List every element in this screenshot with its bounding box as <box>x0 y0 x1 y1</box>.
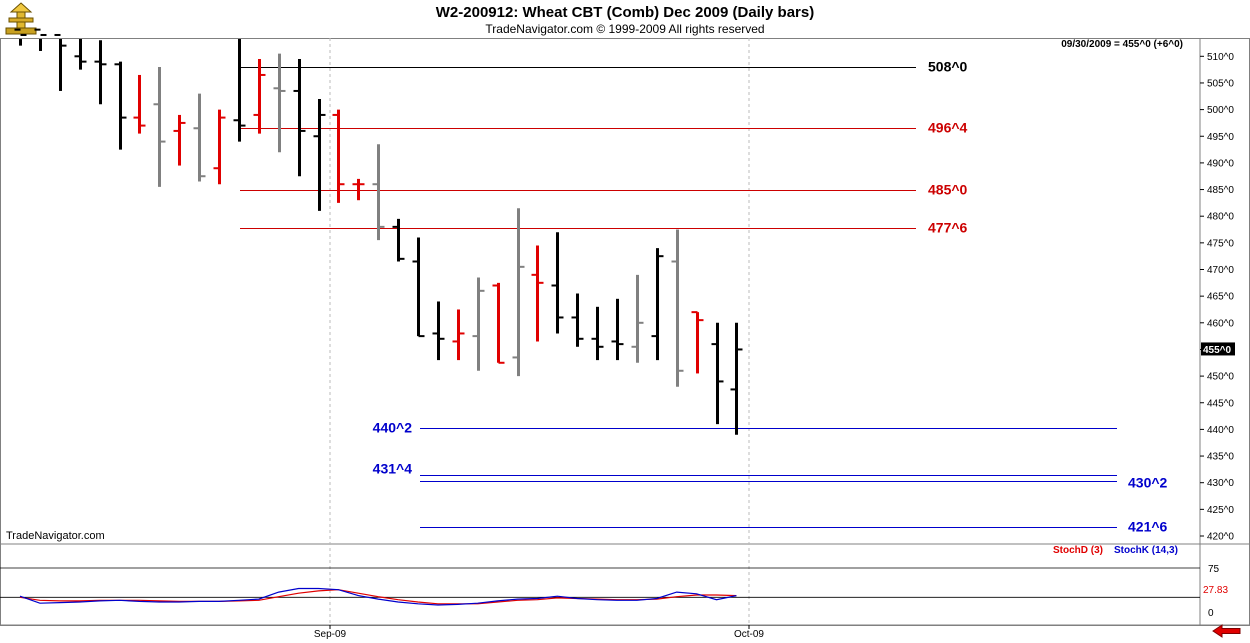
ohlc-bar <box>54 33 67 91</box>
ohlc-bar <box>352 178 365 201</box>
price-tick-label: 490^0 <box>1207 158 1234 169</box>
ohlc-bar <box>233 39 246 142</box>
ohlc-bar <box>611 298 624 361</box>
scroll-left-arrow-icon[interactable] <box>1212 624 1242 638</box>
ohlc-bar <box>293 58 306 177</box>
price-tick-label: 475^0 <box>1207 238 1234 249</box>
title-bar: W2-200912: Wheat CBT (Comb) Dec 2009 (Da… <box>0 0 1250 38</box>
date-tick-label: Oct-09 <box>734 629 764 640</box>
ohlc-bar <box>571 293 584 347</box>
ohlc-bar <box>512 208 525 377</box>
outer-frame <box>0 38 1250 626</box>
level-label: 508^0 <box>928 59 968 75</box>
ohlc-bar <box>711 322 724 425</box>
price-tick-label: 470^0 <box>1207 265 1234 276</box>
price-grid <box>329 38 750 625</box>
ohlc-bar <box>730 322 743 435</box>
ohlc-bar <box>372 144 385 241</box>
level-label: 430^2 <box>1128 475 1168 491</box>
price-levels: 508^0 496^4 485^0 477^6 440^2 431^4 430^2 421^6 <box>240 59 1168 535</box>
ohlc-bar <box>14 28 27 46</box>
ohlc-bar <box>551 232 564 334</box>
ohlc-bar <box>153 66 166 187</box>
ohlc-bar <box>34 28 47 51</box>
stochastic-panel: 0 75 27.83 StochD (3) StochK (14,3) <box>0 545 1233 619</box>
ohlc-bar <box>253 58 266 134</box>
ohlc-bar <box>392 218 405 262</box>
ohlc-bar <box>671 229 684 387</box>
ohlc-bar <box>432 301 445 361</box>
ohlc-bar <box>114 61 127 150</box>
ohlc-bar <box>472 277 485 371</box>
stoch-value-tag <box>1201 582 1233 596</box>
watermark-text: TradeNavigator.com <box>6 530 105 542</box>
price-tick-label: 420^0 <box>1207 532 1234 543</box>
ohlc-bar <box>213 109 226 185</box>
price-tick-label: 430^0 <box>1207 478 1234 489</box>
price-tick-label: 485^0 <box>1207 185 1234 196</box>
price-tick-label: 445^0 <box>1207 398 1234 409</box>
price-tick-label: 425^0 <box>1207 505 1234 516</box>
ohlc-bar <box>452 309 465 361</box>
price-tick-label: 495^0 <box>1207 132 1234 143</box>
price-tick-label: 500^0 <box>1207 105 1234 116</box>
price-tick-label: 465^0 <box>1207 292 1234 303</box>
level-label: 485^0 <box>928 182 968 198</box>
ohlc-bar <box>133 74 146 134</box>
ohlc-bar <box>313 98 326 211</box>
price-axis: 420^0 425^0 430^0 435^0 440^0 445^0 450^0 455^0… <box>1200 52 1235 543</box>
stoch-value-label: 27.83 <box>1203 585 1228 596</box>
price-tick-label: 450^0 <box>1207 372 1234 383</box>
price-tick-label: 460^0 <box>1207 318 1234 329</box>
price-tick-label: 435^0 <box>1207 452 1234 463</box>
price-readout: 09/30/2009 = 455^0 (+6^0) <box>1061 39 1183 50</box>
stoch-tick-label: 75 <box>1208 564 1220 575</box>
level-label: 496^4 <box>928 120 968 136</box>
stoch-k-line <box>19 587 737 606</box>
ohlc-bar <box>631 274 644 363</box>
stoch-d-legend: StochD (3) <box>1053 545 1103 556</box>
chart-subtitle: TradeNavigator.com © 1999-2009 All right… <box>485 22 765 36</box>
last-price-tag-label: 455^0 <box>1203 345 1232 356</box>
ohlc-bars <box>14 28 743 435</box>
chart-title: W2-200912: Wheat CBT (Comb) Dec 2009 (Da… <box>435 4 815 21</box>
level-label: 431^4 <box>373 461 413 477</box>
ohlc-bar <box>651 248 664 361</box>
stoch-tick-label: 0 <box>1208 608 1214 619</box>
level-label: 477^6 <box>928 220 968 236</box>
price-tick-label: 480^0 <box>1207 212 1234 223</box>
stoch-d-line <box>19 589 737 605</box>
ohlc-bar <box>173 114 186 166</box>
ohlc-bar <box>273 53 286 153</box>
ohlc-bar <box>94 40 107 105</box>
chart-frame <box>0 38 1250 626</box>
ohlc-bar <box>591 306 604 361</box>
last-price-tag <box>1201 342 1235 356</box>
price-tick-label: 505^0 <box>1207 78 1234 89</box>
level-label: 440^2 <box>373 420 413 436</box>
ohlc-bar <box>412 237 425 338</box>
date-tick-label: Sep-09 <box>314 629 347 640</box>
ohlc-bar <box>531 245 544 342</box>
trade-navigator-logo-icon <box>5 2 37 35</box>
date-axis: Sep-09 Oct-09 <box>314 625 764 640</box>
price-tick-label: 510^0 <box>1207 52 1234 63</box>
ohlc-bar <box>332 109 345 203</box>
level-label: 421^6 <box>1128 519 1168 535</box>
ohlc-bar <box>492 282 505 364</box>
ohlc-bar <box>691 311 704 374</box>
stoch-k-legend: StochK (14,3) <box>1114 545 1178 556</box>
price-tick-label: 440^0 <box>1207 425 1234 436</box>
ohlc-bar <box>193 93 206 182</box>
ohlc-bar <box>74 39 87 70</box>
